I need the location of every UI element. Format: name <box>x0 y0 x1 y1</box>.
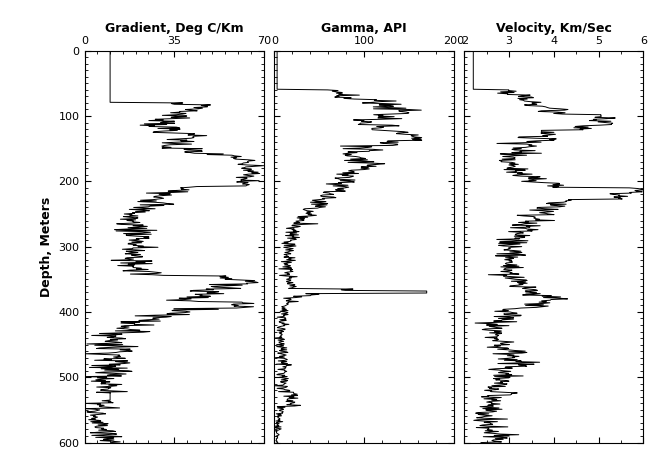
Title: Velocity, Km/Sec: Velocity, Km/Sec <box>496 22 612 35</box>
Y-axis label: Depth, Meters: Depth, Meters <box>40 196 53 297</box>
Title: Gradient, Deg C/Km: Gradient, Deg C/Km <box>105 22 243 35</box>
Title: Gamma, API: Gamma, API <box>321 22 407 35</box>
